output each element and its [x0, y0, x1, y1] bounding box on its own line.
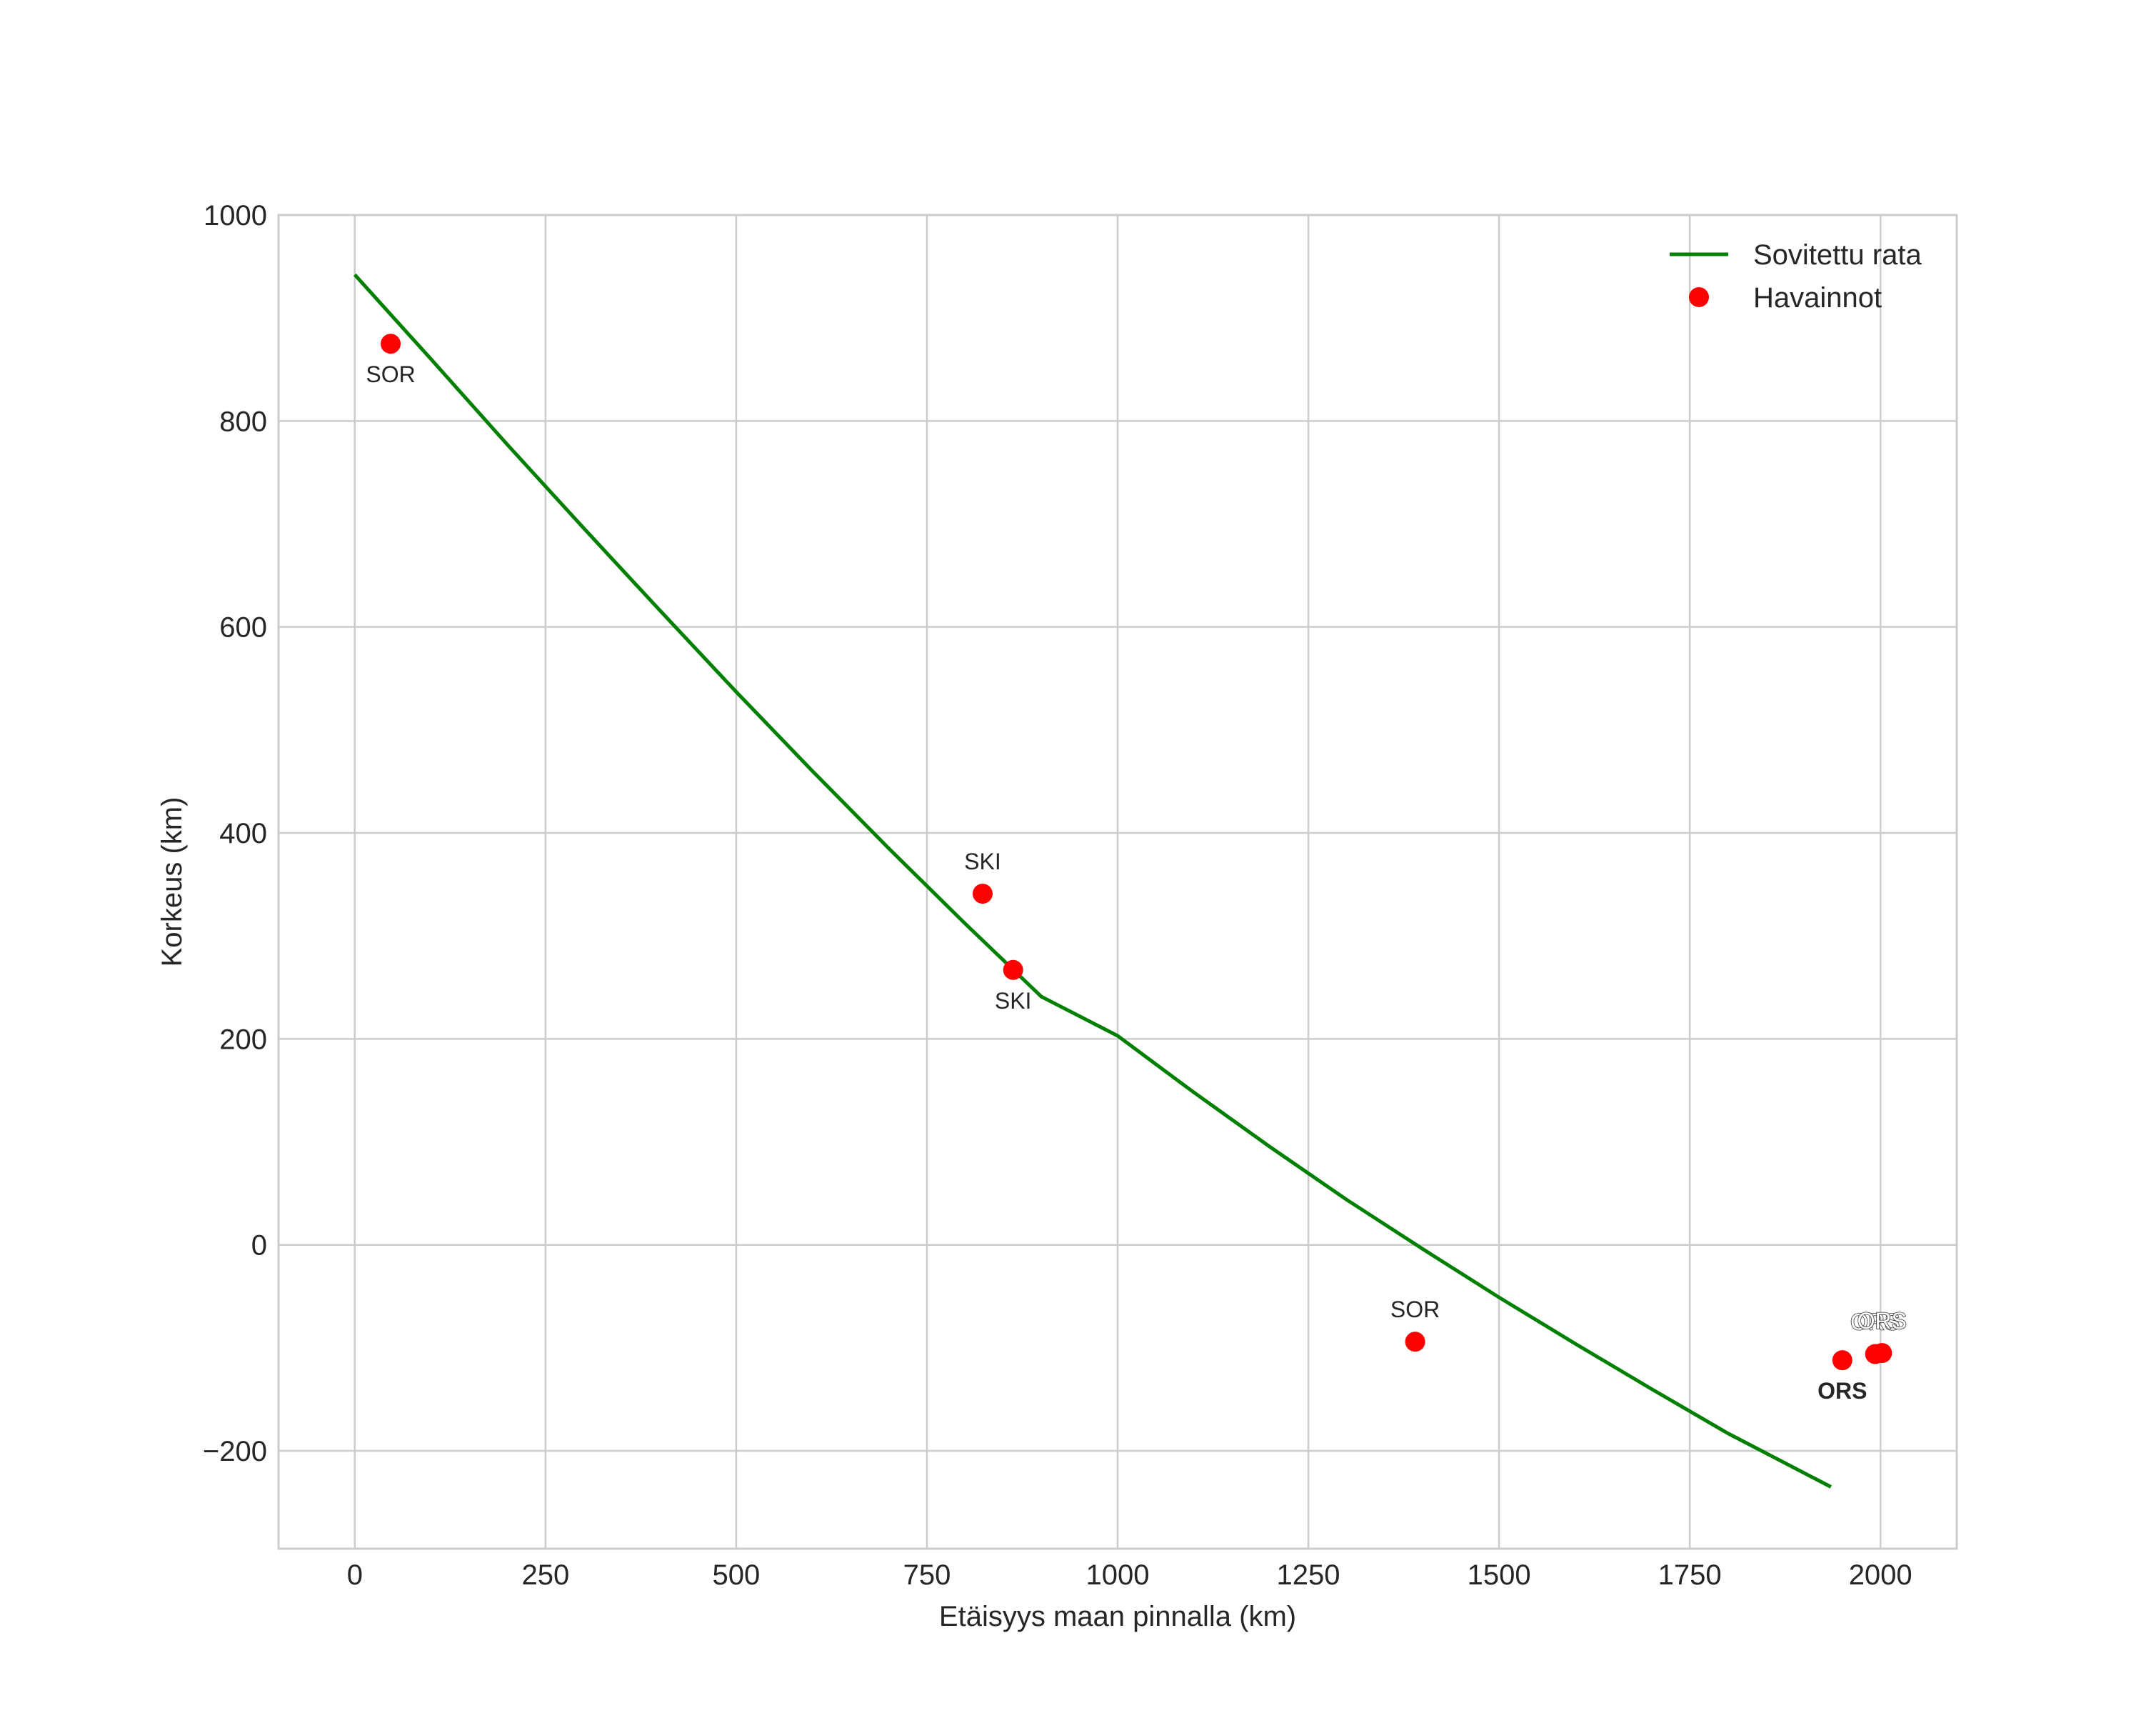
fitted-trajectory-line [353, 273, 1832, 1489]
y-tick-label: 1000 [204, 200, 267, 231]
observation-label: ORS [1850, 1309, 1900, 1335]
grid-lines [279, 214, 1957, 1549]
legend: Sovitettu rata Havainnot [1670, 239, 1922, 314]
x-tick-label: 2000 [1849, 1559, 1912, 1591]
observation-label: SKI [995, 988, 1032, 1014]
x-axis-label: Etäisyys maan pinnalla (km) [939, 1601, 1296, 1632]
fitted-trajectory [353, 273, 1832, 1489]
x-tick-label: 500 [713, 1559, 761, 1591]
observation-point [972, 884, 993, 904]
y-tick-label: 600 [219, 612, 267, 644]
observation-label: SOR [366, 361, 415, 387]
legend-label-observations: Havainnot [1753, 282, 1882, 314]
observation-label: SKI [964, 849, 1001, 874]
x-tick-label: 1000 [1086, 1559, 1150, 1591]
y-tick-label: −200 [203, 1436, 267, 1467]
y-axis-ticks: −200 0 200 400 600 800 1000 [203, 200, 267, 1467]
x-tick-label: 1750 [1658, 1559, 1722, 1591]
legend-point-swatch [1689, 287, 1709, 307]
observation-label: SOR [1390, 1297, 1440, 1322]
x-tick-label: 250 [521, 1559, 569, 1591]
observation-label: ORS [1857, 1308, 1907, 1334]
observation-label: ORS [1817, 1378, 1867, 1404]
x-axis-ticks: 0 250 500 750 1000 1250 1500 1750 2000 [347, 1559, 1912, 1591]
y-tick-label: 0 [251, 1230, 267, 1262]
y-axis-label: Korkeus (km) [156, 797, 188, 967]
legend-label-fitted: Sovitettu rata [1753, 239, 1922, 271]
x-tick-label: 1500 [1468, 1559, 1531, 1591]
y-tick-label: 200 [219, 1024, 267, 1055]
observation-point [1832, 1350, 1852, 1371]
observation-point [1003, 959, 1023, 980]
plot-frame [277, 214, 1958, 1550]
observation-point [1872, 1343, 1892, 1364]
x-tick-label: 0 [347, 1559, 363, 1591]
x-tick-label: 750 [903, 1559, 951, 1591]
y-tick-label: 400 [219, 818, 267, 849]
observation-point [381, 334, 401, 354]
y-tick-label: 800 [219, 406, 267, 437]
x-tick-label: 1250 [1277, 1559, 1340, 1591]
observation-point [1405, 1332, 1425, 1352]
